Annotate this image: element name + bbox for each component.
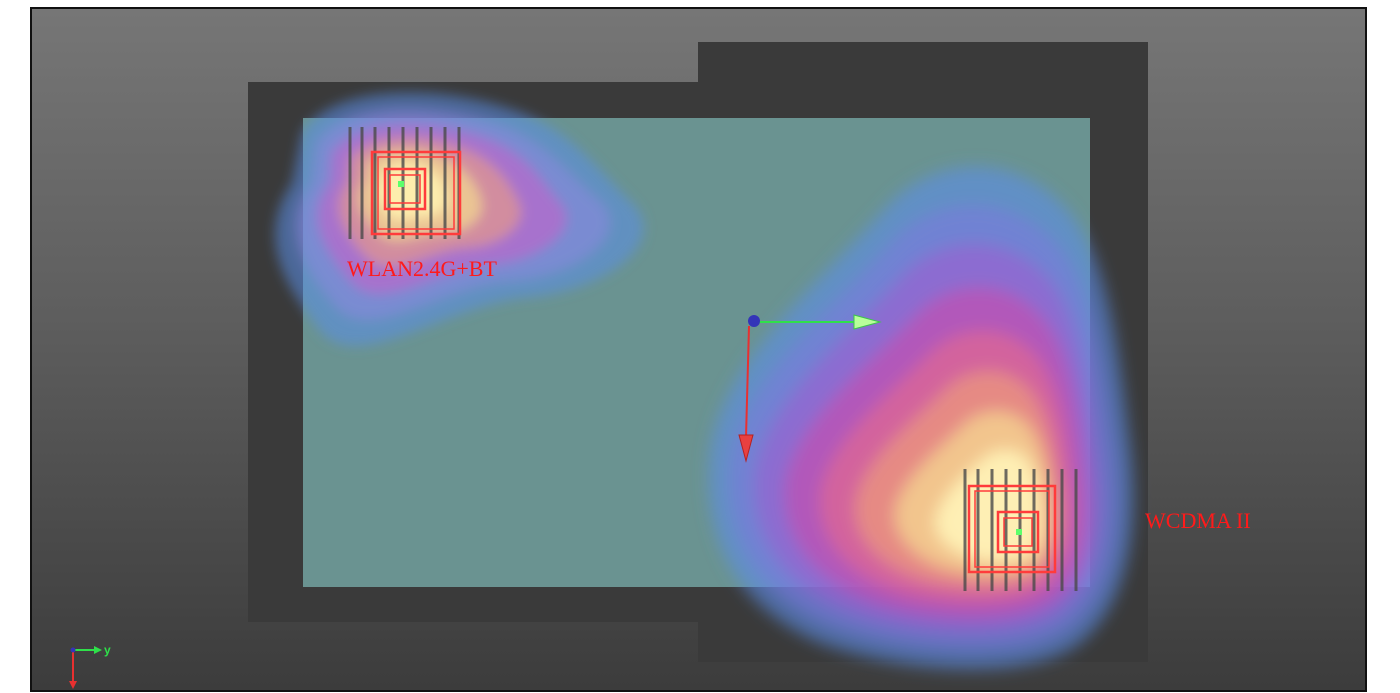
triad-y-label: y [104, 643, 111, 657]
antenna-label-a: WLAN2.4G+BT [347, 256, 497, 281]
origin-axes-icon[interactable] [738, 314, 882, 463]
antenna-element-b[interactable] [963, 469, 1078, 591]
scene-canvas [69, 42, 1148, 689]
field-heatmap-b [708, 166, 1134, 670]
coordinate-triad-icon [69, 646, 102, 689]
antenna-label-b: WCDMA II [1145, 508, 1251, 533]
simulation-viewport[interactable]: WLAN2.4G+BT WCDMA II y [30, 7, 1367, 692]
antenna-element-a[interactable] [348, 127, 462, 239]
